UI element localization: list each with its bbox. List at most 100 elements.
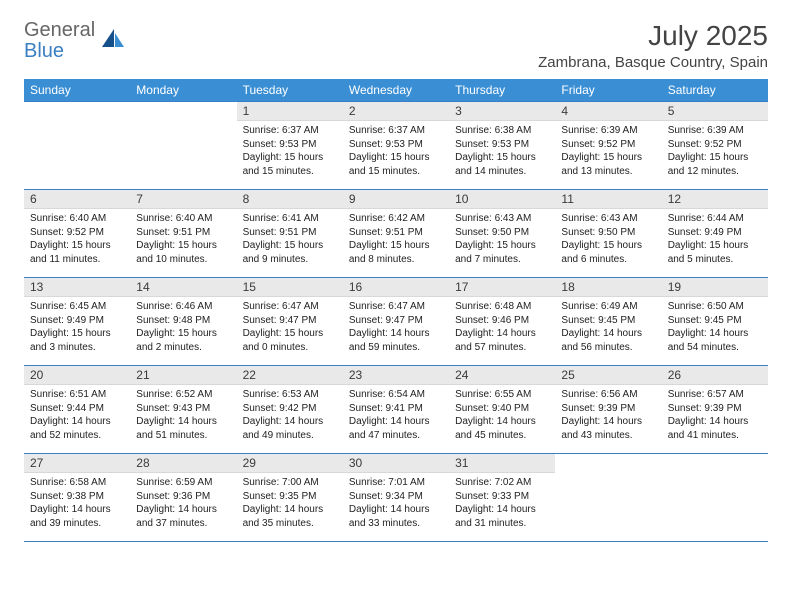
day-details: Sunrise: 6:40 AMSunset: 9:52 PMDaylight:… [24,209,130,270]
sunrise-text: Sunrise: 6:43 AM [561,212,655,226]
day-cell: 28Sunrise: 6:59 AMSunset: 9:36 PMDayligh… [130,454,236,542]
day-cell: 26Sunrise: 6:57 AMSunset: 9:39 PMDayligh… [662,366,768,454]
sunrise-text: Sunrise: 6:52 AM [136,388,230,402]
day-details: Sunrise: 6:43 AMSunset: 9:50 PMDaylight:… [555,209,661,270]
sunrise-text: Sunrise: 6:56 AM [561,388,655,402]
sunset-text: Sunset: 9:50 PM [455,226,549,240]
weekday-header: Monday [130,79,236,102]
daylight-text: Daylight: 14 hours and 33 minutes. [349,503,443,530]
day-number: 21 [130,366,236,385]
sunset-text: Sunset: 9:49 PM [30,314,124,328]
day-number: 31 [449,454,555,473]
header: General Blue July 2025 Zambrana, Basque … [24,20,768,71]
week-row: 6Sunrise: 6:40 AMSunset: 9:52 PMDaylight… [24,190,768,278]
day-cell: 9Sunrise: 6:42 AMSunset: 9:51 PMDaylight… [343,190,449,278]
weekday-header: Tuesday [237,79,343,102]
sunrise-text: Sunrise: 6:54 AM [349,388,443,402]
day-details: Sunrise: 6:41 AMSunset: 9:51 PMDaylight:… [237,209,343,270]
sunset-text: Sunset: 9:47 PM [349,314,443,328]
sunrise-text: Sunrise: 6:40 AM [30,212,124,226]
sunset-text: Sunset: 9:50 PM [561,226,655,240]
day-number: 18 [555,278,661,297]
sunrise-text: Sunrise: 6:46 AM [136,300,230,314]
daylight-text: Daylight: 14 hours and 49 minutes. [243,415,337,442]
daylight-text: Daylight: 15 hours and 5 minutes. [668,239,762,266]
day-details: Sunrise: 6:40 AMSunset: 9:51 PMDaylight:… [130,209,236,270]
location-subtitle: Zambrana, Basque Country, Spain [538,54,768,71]
day-details: Sunrise: 6:55 AMSunset: 9:40 PMDaylight:… [449,385,555,446]
sunset-text: Sunset: 9:41 PM [349,402,443,416]
day-cell: 2Sunrise: 6:37 AMSunset: 9:53 PMDaylight… [343,102,449,190]
day-cell: 25Sunrise: 6:56 AMSunset: 9:39 PMDayligh… [555,366,661,454]
sunset-text: Sunset: 9:42 PM [243,402,337,416]
sunset-text: Sunset: 9:48 PM [136,314,230,328]
daylight-text: Daylight: 14 hours and 31 minutes. [455,503,549,530]
sunrise-text: Sunrise: 6:37 AM [243,124,337,138]
weekday-header: Thursday [449,79,555,102]
day-number: 11 [555,190,661,209]
sunrise-text: Sunrise: 6:43 AM [455,212,549,226]
week-row: 20Sunrise: 6:51 AMSunset: 9:44 PMDayligh… [24,366,768,454]
week-row: 13Sunrise: 6:45 AMSunset: 9:49 PMDayligh… [24,278,768,366]
day-cell: 29Sunrise: 7:00 AMSunset: 9:35 PMDayligh… [237,454,343,542]
sunrise-text: Sunrise: 6:50 AM [668,300,762,314]
day-number: 24 [449,366,555,385]
sunrise-text: Sunrise: 6:48 AM [455,300,549,314]
day-number: 13 [24,278,130,297]
day-details: Sunrise: 6:49 AMSunset: 9:45 PMDaylight:… [555,297,661,358]
day-details: Sunrise: 6:38 AMSunset: 9:53 PMDaylight:… [449,121,555,182]
day-number: 7 [130,190,236,209]
calendar-table: SundayMondayTuesdayWednesdayThursdayFrid… [24,79,768,542]
day-details: Sunrise: 6:56 AMSunset: 9:39 PMDaylight:… [555,385,661,446]
day-details: Sunrise: 6:54 AMSunset: 9:41 PMDaylight:… [343,385,449,446]
day-number: 1 [237,102,343,121]
sunset-text: Sunset: 9:51 PM [243,226,337,240]
sail-icon [99,25,127,58]
sunrise-text: Sunrise: 6:59 AM [136,476,230,490]
sunrise-text: Sunrise: 6:37 AM [349,124,443,138]
brand-logo: General Blue [24,20,127,62]
day-cell: 11Sunrise: 6:43 AMSunset: 9:50 PMDayligh… [555,190,661,278]
daylight-text: Daylight: 14 hours and 37 minutes. [136,503,230,530]
day-details: Sunrise: 6:47 AMSunset: 9:47 PMDaylight:… [237,297,343,358]
day-details: Sunrise: 6:52 AMSunset: 9:43 PMDaylight:… [130,385,236,446]
sunrise-text: Sunrise: 7:00 AM [243,476,337,490]
sunset-text: Sunset: 9:33 PM [455,490,549,504]
day-cell: 12Sunrise: 6:44 AMSunset: 9:49 PMDayligh… [662,190,768,278]
day-details: Sunrise: 6:37 AMSunset: 9:53 PMDaylight:… [237,121,343,182]
day-details: Sunrise: 6:39 AMSunset: 9:52 PMDaylight:… [662,121,768,182]
day-number: 14 [130,278,236,297]
sunset-text: Sunset: 9:43 PM [136,402,230,416]
sunset-text: Sunset: 9:51 PM [136,226,230,240]
daylight-text: Daylight: 15 hours and 15 minutes. [243,151,337,178]
daylight-text: Daylight: 14 hours and 43 minutes. [561,415,655,442]
brand-general: General [24,19,95,41]
day-cell: 4Sunrise: 6:39 AMSunset: 9:52 PMDaylight… [555,102,661,190]
daylight-text: Daylight: 15 hours and 12 minutes. [668,151,762,178]
day-details: Sunrise: 6:45 AMSunset: 9:49 PMDaylight:… [24,297,130,358]
sunset-text: Sunset: 9:52 PM [30,226,124,240]
daylight-text: Daylight: 15 hours and 2 minutes. [136,327,230,354]
weekday-header-row: SundayMondayTuesdayWednesdayThursdayFrid… [24,79,768,102]
day-number: 2 [343,102,449,121]
day-cell: 22Sunrise: 6:53 AMSunset: 9:42 PMDayligh… [237,366,343,454]
sunrise-text: Sunrise: 6:55 AM [455,388,549,402]
day-number: 9 [343,190,449,209]
sunrise-text: Sunrise: 6:42 AM [349,212,443,226]
day-number: 4 [555,102,661,121]
weekday-header: Saturday [662,79,768,102]
day-cell: 1Sunrise: 6:37 AMSunset: 9:53 PMDaylight… [237,102,343,190]
day-cell [130,102,236,190]
daylight-text: Daylight: 15 hours and 6 minutes. [561,239,655,266]
day-number: 16 [343,278,449,297]
day-cell [24,102,130,190]
sunset-text: Sunset: 9:39 PM [668,402,762,416]
sunrise-text: Sunrise: 6:38 AM [455,124,549,138]
calendar-body: 1Sunrise: 6:37 AMSunset: 9:53 PMDaylight… [24,102,768,542]
day-number: 5 [662,102,768,121]
daylight-text: Daylight: 15 hours and 10 minutes. [136,239,230,266]
day-number: 20 [24,366,130,385]
day-cell: 14 Sunrise: 6:46 AMSunset: 9:48 PMDayligh… [130,278,236,366]
daylight-text: Daylight: 15 hours and 0 minutes. [243,327,337,354]
sunset-text: Sunset: 9:52 PM [668,138,762,152]
